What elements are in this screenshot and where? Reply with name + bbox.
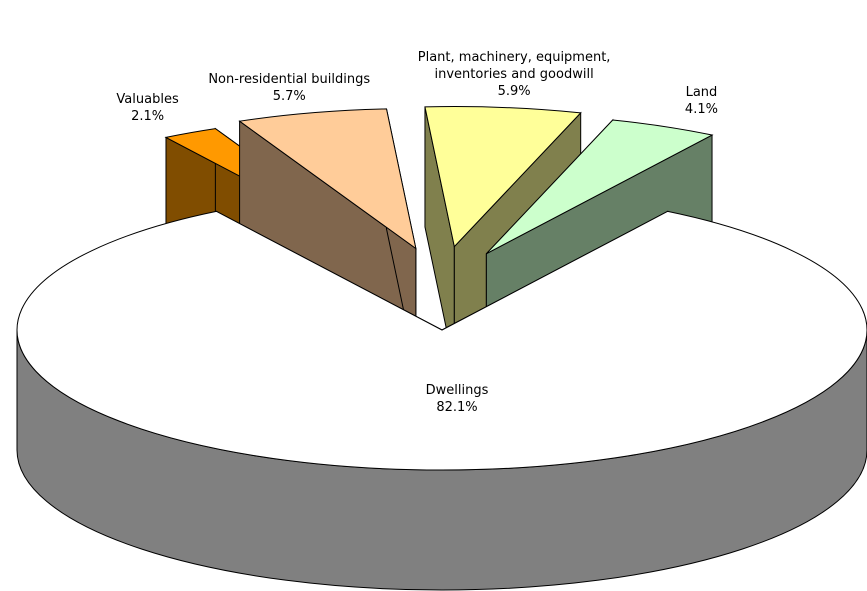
value-label: 5.7% [272,88,306,104]
slice [16,210,867,471]
category-label: Plant, machinery, equipment, inventories… [417,49,611,82]
slice-label: Land 4.1% [596,84,806,118]
slice [424,106,582,248]
slice-label: Dwellings 82.1% [352,382,562,416]
value-label: 5.9% [497,83,531,99]
category-label: Valuables [116,91,179,107]
slice-label: Valuables 2.1% [43,91,253,125]
value-label: 2.1% [131,108,165,124]
slice [486,119,714,255]
slice-label: Non-residential buildings 5.7% [184,71,394,105]
category-label: Dwellings [425,383,489,398]
category-label: Land [685,85,718,101]
value-label: 4.1% [684,102,718,118]
slice [238,108,417,250]
category-label: Non-residential buildings [208,71,371,87]
slice-label: Plant, machinery, equipment, inventories… [409,49,619,100]
value-label: 82.1% [436,400,478,415]
